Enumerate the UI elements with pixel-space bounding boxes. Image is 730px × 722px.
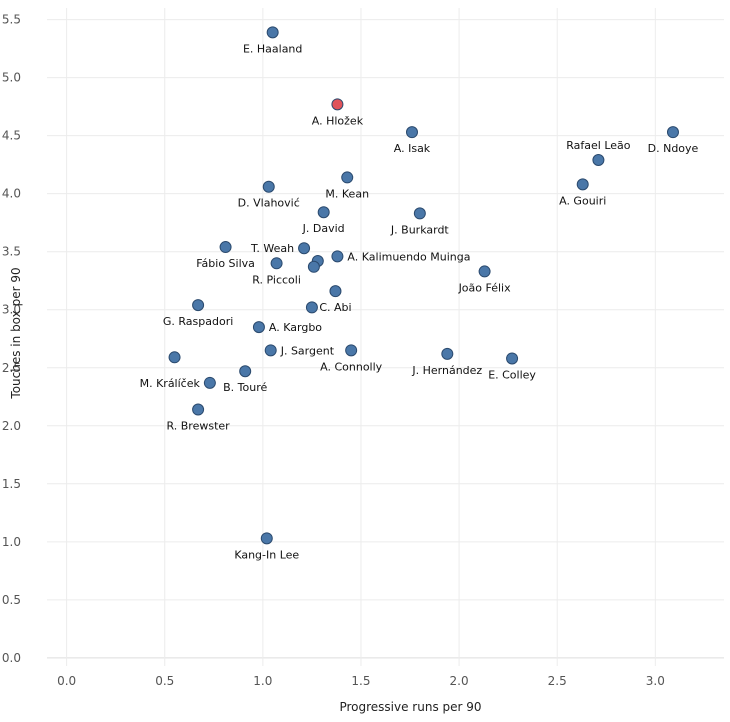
scatter-point: [264, 344, 277, 357]
point-label: Kang-In Lee: [234, 548, 299, 561]
point-label: E. Haaland: [243, 42, 302, 55]
point-label: Rafael Leão: [566, 139, 631, 152]
point-label: R. Piccoli: [252, 273, 301, 286]
scatter-point: [506, 352, 519, 365]
data-points: [168, 26, 679, 545]
x-tick-label: 3.0: [646, 674, 665, 688]
scatter-point: [203, 376, 216, 389]
point-label: A. Connolly: [320, 360, 383, 373]
point-label: J. Hernández: [411, 364, 482, 377]
y-tick-label: 3.5: [2, 245, 21, 259]
scatter-point: [331, 250, 344, 263]
point-label: A. Isak: [394, 142, 431, 155]
x-tick-label: 0.0: [57, 674, 76, 688]
y-axis-label: Touches in box per 90: [9, 267, 23, 399]
y-tick-label: 4.5: [2, 129, 21, 143]
point-label: J. Sargent: [280, 344, 335, 357]
point-label: J. Burkardt: [390, 223, 450, 236]
scatter-point: [266, 26, 279, 39]
grid-lines: [47, 8, 724, 666]
scatter-point: [252, 321, 265, 334]
x-tick-label: 2.0: [450, 674, 469, 688]
y-tick-label: 2.0: [2, 419, 21, 433]
y-tick-label: 1.0: [2, 535, 21, 549]
scatter-point: [192, 299, 205, 312]
scatter-point: [329, 285, 342, 298]
scatter-point: [478, 265, 491, 278]
scatter-point: [592, 154, 605, 167]
scatter-point: [298, 242, 311, 255]
y-tick-label: 5.0: [2, 71, 21, 85]
scatter-point: [576, 178, 589, 191]
point-labels: E. Haaland A. Hložek A. Isak D. Ndoye Rafael…: [140, 42, 699, 561]
y-tick-label: 2.5: [2, 361, 21, 375]
y-tick-label: 0.5: [2, 593, 21, 607]
point-label: R. Brewster: [167, 420, 231, 433]
scatter-point: [666, 126, 679, 139]
scatter-point: [305, 301, 318, 314]
point-label: A. Kargbo: [269, 321, 322, 334]
scatter-point: [413, 207, 426, 220]
x-tick-label: 2.5: [548, 674, 567, 688]
scatter-point: [345, 344, 358, 357]
scatter-point: [317, 206, 330, 219]
scatter-point: [441, 347, 454, 360]
x-tick-label: 1.5: [351, 674, 370, 688]
point-label: D. Vlahović: [238, 197, 300, 210]
scatter-point: [239, 365, 252, 378]
scatter-point: [262, 180, 275, 193]
x-tick-label: 1.0: [253, 674, 272, 688]
point-label: A. Kalimuendo Muinga: [347, 250, 470, 263]
y-tick-label: 4.0: [2, 187, 21, 201]
point-label: C. Abi: [319, 301, 351, 314]
scatter-point: [341, 171, 354, 184]
point-label: B. Touré: [223, 381, 267, 394]
scatter-point: [331, 98, 344, 111]
point-label: G. Raspadori: [163, 315, 233, 328]
y-tick-label: 0.0: [2, 651, 21, 665]
scatter-point: [307, 260, 320, 273]
scatter-point: [192, 403, 205, 416]
scatter-point: [168, 351, 181, 364]
point-label: T. Weah: [250, 242, 294, 255]
y-tick-label: 3.0: [2, 303, 21, 317]
y-tick-label: 5.5: [2, 13, 21, 27]
point-label: J. David: [302, 222, 345, 235]
point-label: A. Gouiri: [559, 194, 606, 207]
point-label: M. Kean: [325, 187, 369, 200]
point-label: A. Hložek: [312, 114, 364, 127]
point-label: D. Ndoye: [648, 142, 699, 155]
point-label: E. Colley: [488, 368, 536, 381]
x-axis-ticks: 0.0 0.5 1.0 1.5 2.0 2.5 3.0: [57, 674, 665, 688]
point-label: Fábio Silva: [196, 257, 255, 270]
scatter-point: [260, 532, 273, 545]
scatter-point: [219, 241, 232, 254]
x-axis-label: Progressive runs per 90: [339, 700, 481, 714]
point-label: M. Králíček: [140, 377, 201, 390]
point-label: João Félix: [458, 281, 512, 294]
y-axis-ticks: 0.0 0.5 1.0 1.5 2.0 2.5 3.0 3.5 4.0 4.5 5.0 5.5: [2, 13, 21, 665]
scatter-point: [405, 126, 418, 139]
y-tick-label: 1.5: [2, 477, 21, 491]
scatter-point: [270, 257, 283, 270]
x-tick-label: 0.5: [155, 674, 174, 688]
